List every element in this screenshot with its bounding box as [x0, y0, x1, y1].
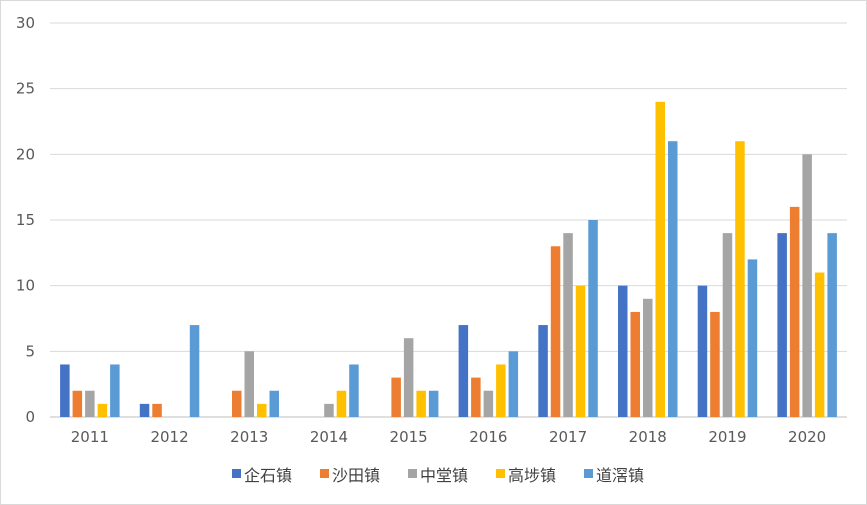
bar-2013-沙田镇 — [232, 390, 242, 417]
x-tick-label: 2014 — [310, 428, 348, 446]
bar-2017-沙田镇 — [550, 246, 561, 417]
x-axis: 2011 2012 2013 2014 2015 2016 2017 2018 2019 2020 — [71, 428, 826, 446]
legend-item: 企石镇 — [232, 466, 292, 485]
legend-label: 沙田镇 — [332, 466, 380, 485]
bar-2016-道滘镇 — [508, 351, 519, 417]
bar-2020-沙田镇 — [789, 206, 800, 417]
bars — [60, 101, 837, 418]
bar-2014-道滘镇 — [349, 364, 359, 417]
x-tick-label: 2012 — [150, 428, 188, 446]
bar-2016-高埗镇 — [496, 364, 506, 417]
y-tick-label: 15 — [16, 211, 35, 229]
bar-2019-道滘镇 — [747, 259, 758, 417]
bar-2018-企石镇 — [618, 285, 628, 417]
bar-2016-中堂镇 — [483, 390, 494, 417]
x-tick-label: 2020 — [788, 428, 826, 446]
legend-item: 道滘镇 — [584, 466, 644, 485]
legend-item: 中堂镇 — [408, 466, 468, 485]
x-tick-label: 2016 — [469, 428, 507, 446]
bar-2011-沙田镇 — [72, 390, 83, 417]
bar-2020-中堂镇 — [802, 154, 812, 418]
y-tick-label: 25 — [16, 80, 35, 98]
y-tick-label: 5 — [25, 342, 35, 360]
y-tick-label: 10 — [16, 277, 35, 295]
bar-2020-道滘镇 — [827, 233, 837, 417]
bar-2014-高埗镇 — [336, 390, 347, 417]
legend-item: 高埗镇 — [496, 466, 556, 485]
legend-label: 中堂镇 — [420, 466, 468, 485]
y-tick-label: 0 — [25, 408, 35, 426]
legend-label: 企石镇 — [244, 466, 292, 485]
bar-2015-高埗镇 — [416, 390, 426, 417]
bar-2015-道滘镇 — [428, 390, 439, 417]
bar-2018-高埗镇 — [655, 101, 665, 418]
x-tick-label: 2017 — [549, 428, 587, 446]
legend: 企石镇 沙田镇 中堂镇 高埗镇 道滘镇 — [232, 466, 644, 485]
bar-2018-中堂镇 — [643, 298, 653, 417]
bar-2012-沙田镇 — [152, 403, 162, 417]
x-tick-label: 2019 — [708, 428, 746, 446]
bar-2011-高埗镇 — [97, 403, 108, 417]
x-tick-label: 2015 — [390, 428, 428, 446]
y-axis: 0 5 10 15 20 25 30 — [16, 14, 35, 426]
legend-label: 高埗镇 — [508, 466, 556, 485]
bar-2011-企石镇 — [60, 364, 70, 417]
bar-2011-道滘镇 — [110, 364, 120, 417]
bar-2017-企石镇 — [538, 325, 548, 417]
bar-2019-沙田镇 — [710, 311, 720, 417]
legend-swatch — [408, 469, 417, 478]
bar-2017-高埗镇 — [575, 285, 586, 417]
x-tick-label: 2011 — [71, 428, 109, 446]
bar-2019-中堂镇 — [722, 233, 733, 417]
bar-2012-道滘镇 — [189, 325, 200, 417]
bar-2013-高埗镇 — [257, 403, 267, 417]
bar-2018-道滘镇 — [668, 141, 678, 417]
legend-swatch — [320, 469, 329, 478]
legend-label: 道滘镇 — [596, 466, 644, 485]
bar-2012-企石镇 — [139, 403, 150, 417]
legend-swatch — [232, 469, 241, 478]
bar-2011-中堂镇 — [85, 390, 95, 417]
bar-2020-企石镇 — [777, 233, 787, 417]
bar-2015-中堂镇 — [403, 338, 414, 417]
y-tick-label: 30 — [16, 14, 35, 32]
bar-2020-高埗镇 — [814, 272, 825, 417]
legend-swatch — [496, 469, 505, 478]
bar-2015-沙田镇 — [391, 377, 401, 417]
bar-2013-中堂镇 — [244, 351, 254, 417]
bar-2016-沙田镇 — [471, 377, 481, 417]
y-tick-label: 20 — [16, 145, 35, 163]
bar-2017-道滘镇 — [588, 220, 598, 417]
bar-2014-中堂镇 — [324, 403, 334, 417]
bar-2018-沙田镇 — [630, 311, 640, 417]
bar-2013-道滘镇 — [269, 390, 279, 417]
x-tick-label: 2013 — [230, 428, 268, 446]
x-tick-label: 2018 — [629, 428, 667, 446]
bar-2016-企石镇 — [458, 325, 469, 417]
bar-2019-企石镇 — [697, 285, 708, 417]
bar-2017-中堂镇 — [563, 233, 573, 417]
legend-item: 沙田镇 — [320, 466, 380, 485]
legend-swatch — [584, 469, 593, 478]
bar-2019-高埗镇 — [735, 141, 745, 417]
